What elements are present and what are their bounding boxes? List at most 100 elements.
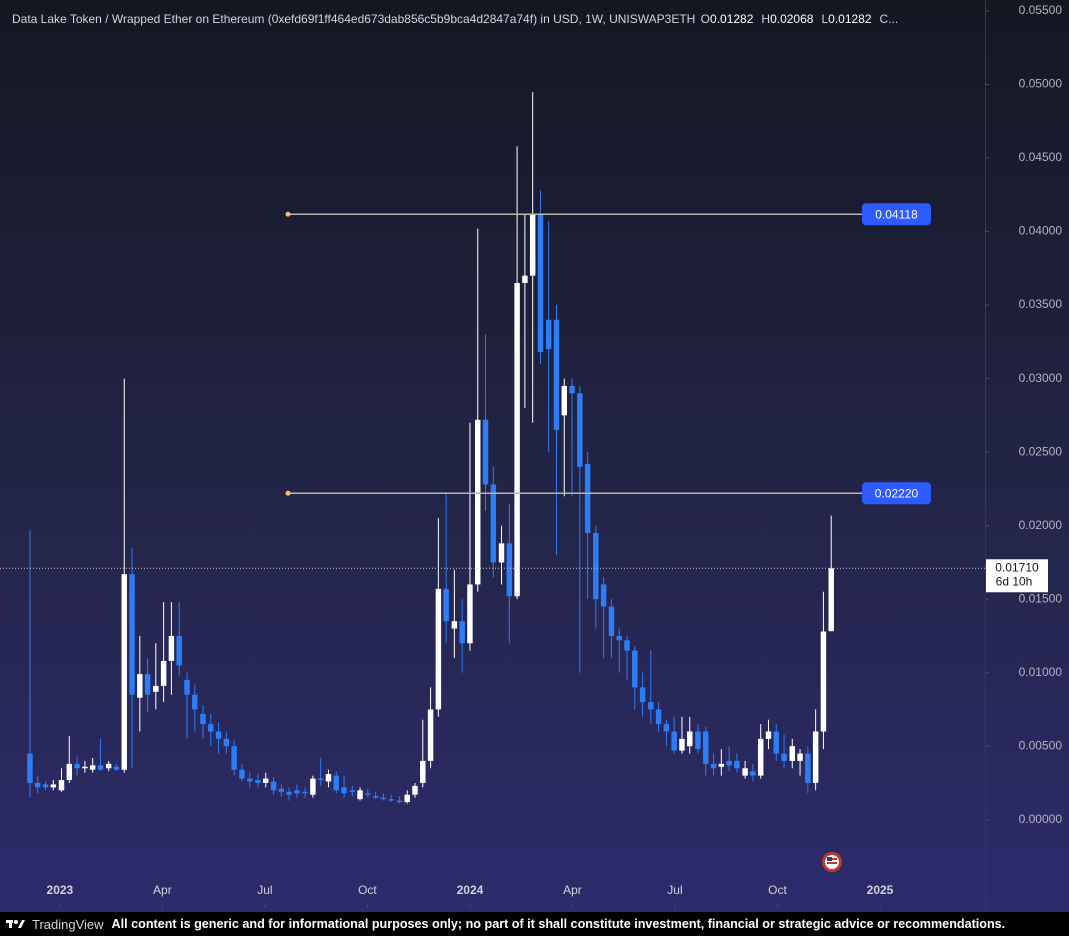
candle-body xyxy=(482,419,489,485)
candle-body xyxy=(467,584,473,644)
candle-body xyxy=(247,778,253,782)
ohlc-key: L xyxy=(821,12,829,26)
candle-body xyxy=(278,788,285,792)
last-price-label: 0.01710 xyxy=(995,560,1039,574)
line-label: 0.04118 xyxy=(875,207,918,221)
candle-body xyxy=(420,760,426,783)
line-label-box xyxy=(862,203,931,226)
candle-body xyxy=(168,635,175,661)
candle-body xyxy=(27,753,33,783)
candle-body xyxy=(600,584,607,607)
candle-body xyxy=(498,543,505,563)
candle-body xyxy=(82,766,88,769)
candle-body xyxy=(679,738,685,751)
candle-body xyxy=(750,771,756,776)
candle-body xyxy=(310,778,316,795)
candle-body xyxy=(144,674,151,695)
candle-body xyxy=(286,791,292,795)
candle-body xyxy=(263,778,269,783)
y-tick-label: 0.01000 xyxy=(1019,665,1063,679)
candle-body xyxy=(648,702,654,710)
candle-body xyxy=(451,621,458,629)
candle-body xyxy=(427,709,434,761)
x-tick-label: 2024 xyxy=(457,883,484,897)
candle-body xyxy=(160,660,167,686)
y-tick-label: 0.01500 xyxy=(1019,591,1063,605)
last-price-box xyxy=(986,559,1048,593)
candle-body xyxy=(561,385,567,416)
candle-body xyxy=(742,768,748,776)
candle-body xyxy=(812,731,819,783)
candle-body xyxy=(121,574,127,770)
y-tick-label: 0.05000 xyxy=(1019,77,1063,91)
candle-body xyxy=(710,763,717,769)
candle-body xyxy=(443,588,449,622)
candle-body xyxy=(773,731,779,754)
candle-body xyxy=(663,724,670,732)
candle-body xyxy=(50,784,57,788)
candle-body xyxy=(475,419,481,585)
candle-body xyxy=(89,765,96,770)
candles xyxy=(27,91,834,804)
ohlc-key: O xyxy=(700,12,711,26)
candle-body xyxy=(529,213,536,276)
chart: 0.00000 0.00500 0.01000 0.01500 0.02000 0.025… xyxy=(0,0,1069,912)
flag-icon xyxy=(822,852,842,872)
background xyxy=(0,0,1069,912)
candle-body xyxy=(317,778,324,781)
candle-body xyxy=(192,694,198,710)
candle-body xyxy=(176,635,182,666)
y-tick-label: 0.03500 xyxy=(1019,297,1063,311)
candle-body xyxy=(718,763,725,767)
candle-body xyxy=(388,799,394,801)
x-tick-label: Oct xyxy=(358,883,377,897)
candle-body xyxy=(34,782,41,788)
candle-body xyxy=(765,731,772,739)
line-label-box xyxy=(862,482,931,505)
candle-body xyxy=(333,775,339,791)
x-tick-label: Apr xyxy=(563,883,582,897)
candle-body xyxy=(820,631,827,732)
line-anchor xyxy=(285,490,291,496)
ohlc-value: 0.02068 xyxy=(770,12,814,26)
candle-body xyxy=(781,753,787,761)
candle-body xyxy=(137,674,143,698)
candle-body xyxy=(789,746,795,761)
candle-body xyxy=(757,738,764,776)
candle-body xyxy=(349,790,355,792)
legend-header: Data Lake Token / Wrapped Ether on Ether… xyxy=(12,12,898,26)
x-tick-label: Apr xyxy=(153,883,172,897)
candle-body xyxy=(66,763,73,781)
candle-body xyxy=(270,781,277,791)
candle-body xyxy=(231,746,237,770)
candle-body xyxy=(97,765,104,770)
candle-body xyxy=(58,780,65,791)
candle-body xyxy=(514,283,520,597)
x-tick-label: Jul xyxy=(257,883,272,897)
candle-body xyxy=(74,763,80,769)
candle-body xyxy=(153,685,159,692)
candle-body xyxy=(545,319,552,350)
candle-body xyxy=(490,484,497,563)
candle-body xyxy=(632,650,638,688)
y-tick-label: 0.02000 xyxy=(1019,518,1063,532)
candle-body xyxy=(616,635,622,641)
candle-body xyxy=(805,753,811,783)
candle-body xyxy=(113,766,120,770)
y-tick-label: 0.05500 xyxy=(1019,3,1063,17)
candle-body xyxy=(255,780,261,783)
candle-body xyxy=(365,793,371,795)
y-tick-label: 0.04000 xyxy=(1019,224,1063,238)
candle-body xyxy=(380,797,387,800)
candle-body xyxy=(593,532,599,600)
candle-body xyxy=(435,588,442,710)
x-tick-label: Jul xyxy=(667,883,682,897)
y-tick-label: 0.04500 xyxy=(1019,150,1063,164)
brand-logo xyxy=(6,920,25,928)
x-tick-label: Oct xyxy=(768,883,787,897)
candle-body xyxy=(215,731,222,739)
candle-body xyxy=(522,275,528,284)
candle-body xyxy=(584,463,591,533)
x-tick-label: 2025 xyxy=(867,883,894,897)
brand: TradingView xyxy=(32,916,104,932)
